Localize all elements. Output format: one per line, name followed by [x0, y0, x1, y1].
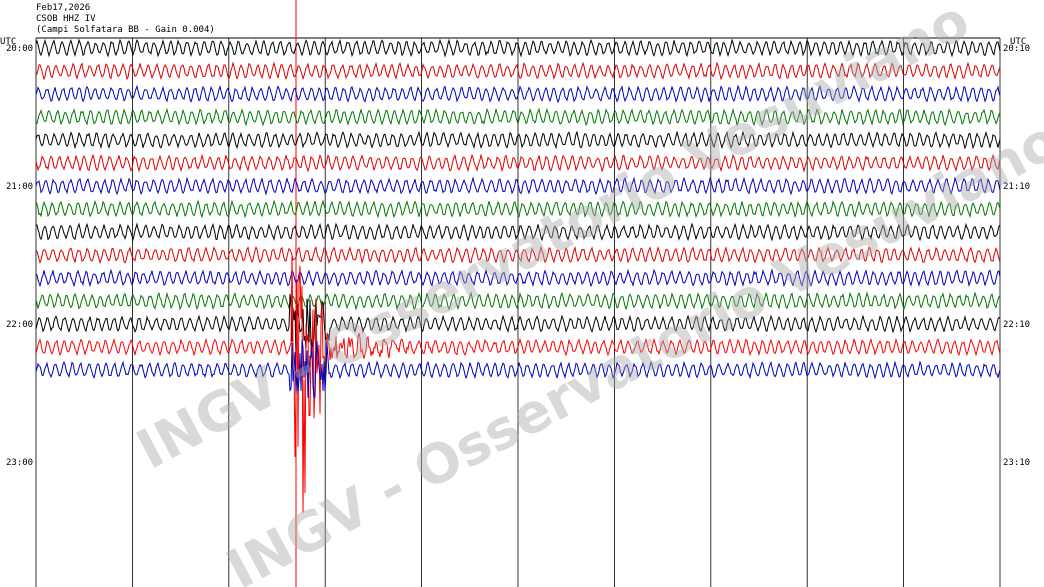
time-label-left: 22:00	[6, 320, 33, 330]
trace	[35, 293, 1001, 358]
time-label-left: 23:00	[6, 458, 33, 468]
date: Feb17,2026	[36, 3, 90, 13]
trace	[35, 176, 1001, 196]
station: CSOB HHZ IV	[36, 14, 96, 24]
time-label-right: 23:10	[1003, 458, 1030, 468]
trace	[35, 153, 1001, 173]
time-label-right: 20:10	[1003, 44, 1030, 54]
utc-left: UTC	[0, 37, 16, 47]
trace	[35, 130, 1001, 150]
trace	[35, 38, 1001, 58]
traces	[35, 38, 1001, 513]
time-label-right: 21:10	[1003, 182, 1030, 192]
trace	[35, 199, 1001, 219]
trace	[35, 84, 1001, 104]
trace	[35, 61, 1001, 81]
trace	[35, 291, 1001, 311]
grid	[35, 0, 1001, 587]
trace	[35, 339, 1001, 398]
time-label-left: 20:00	[6, 44, 33, 54]
trace	[35, 253, 1001, 513]
trace	[35, 222, 1001, 242]
trace	[35, 268, 1001, 288]
time-label-right: 22:10	[1003, 320, 1030, 330]
trace	[35, 245, 1001, 265]
trace	[35, 107, 1001, 127]
utc-right: UTC	[1010, 37, 1026, 47]
time-label-left: 21:00	[6, 182, 33, 192]
description: (Campi Solfatara BB - Gain 0.004)	[36, 25, 215, 35]
